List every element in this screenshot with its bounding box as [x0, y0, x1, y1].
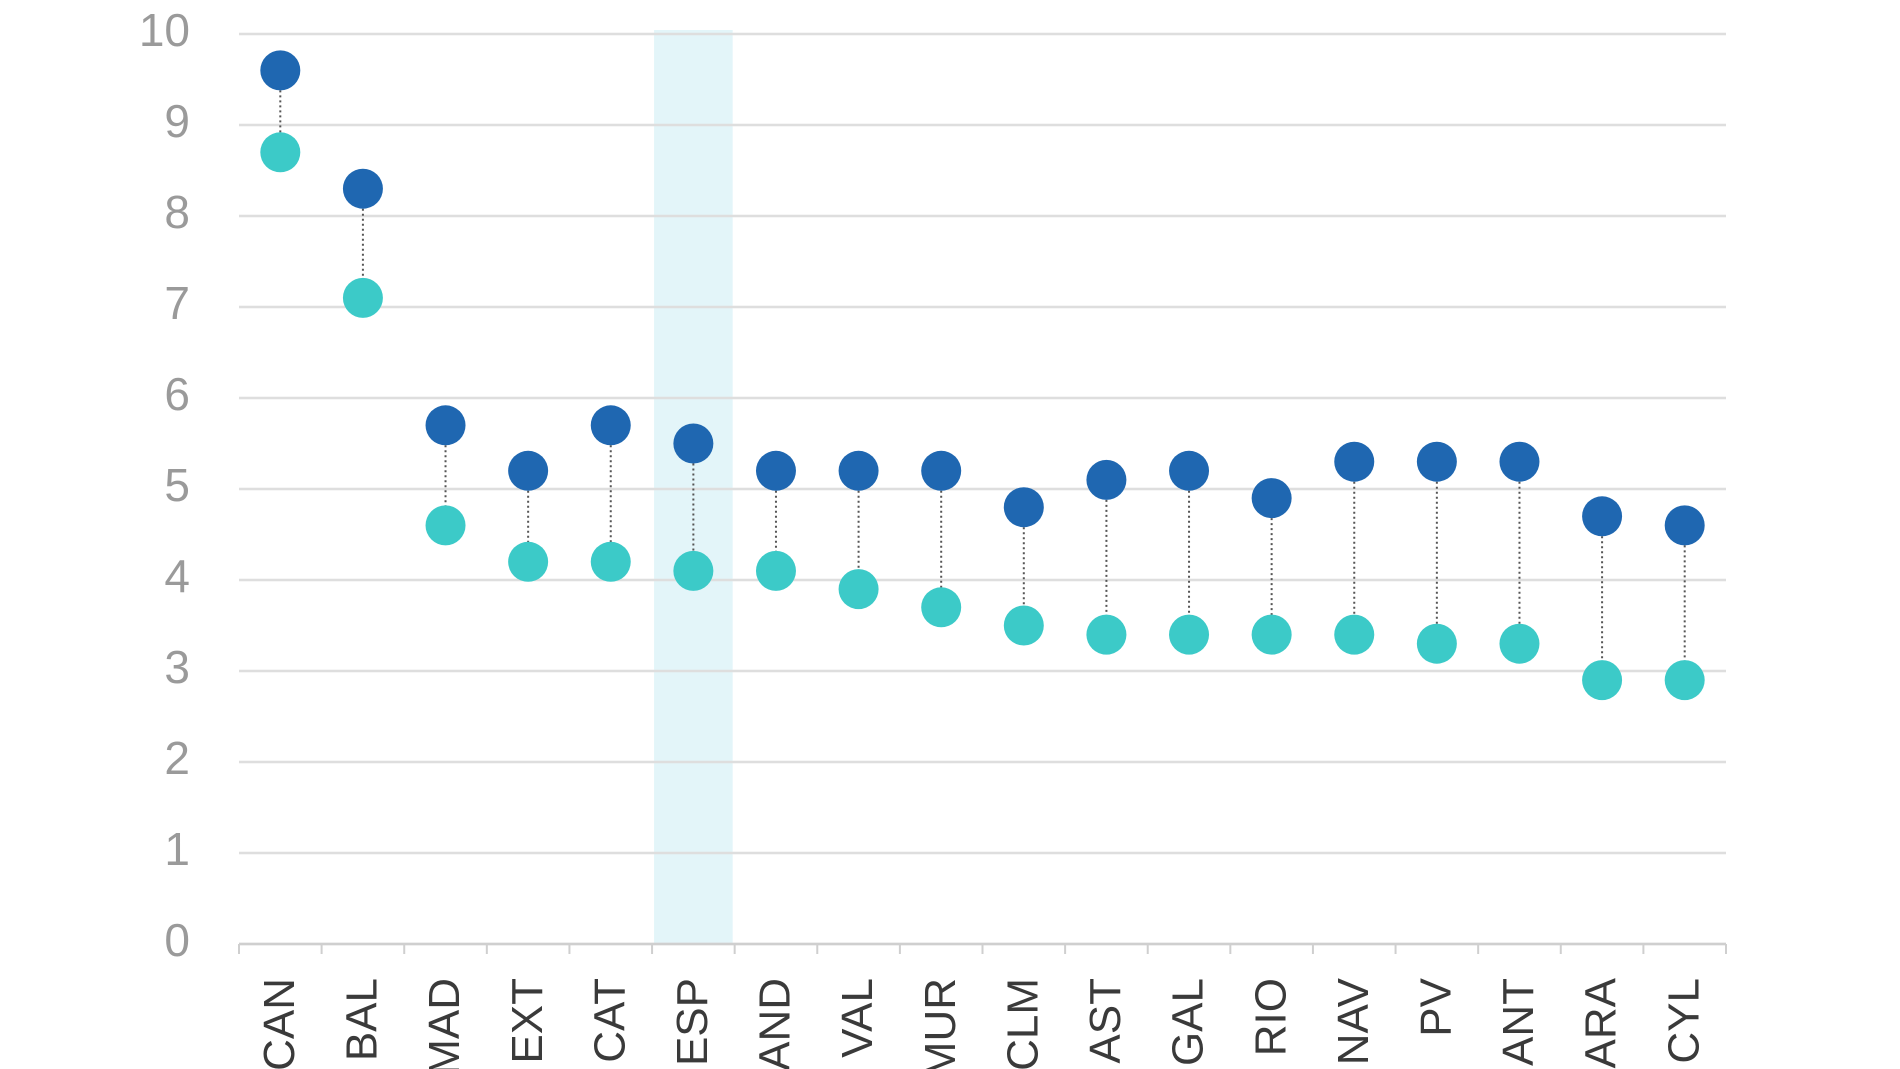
y-tick-label: 2	[164, 732, 190, 784]
dot	[1003, 487, 1044, 528]
y-tick-label: 6	[164, 368, 190, 420]
x-tick-label: ARA	[1577, 977, 1626, 1068]
x-tick-label: PV	[1411, 977, 1460, 1036]
y-tick-label: 0	[164, 914, 190, 966]
dot	[1003, 605, 1044, 646]
x-tick-label: CAN	[255, 978, 304, 1069]
x-tick-label: CLM	[998, 978, 1047, 1069]
x-tick-label: BAL	[338, 978, 387, 1061]
dot	[1169, 450, 1210, 491]
y-tick-label: 5	[164, 459, 190, 511]
dot	[921, 587, 962, 628]
dot	[590, 541, 631, 582]
dot	[1499, 441, 1540, 482]
y-tick-label: 10	[139, 4, 190, 56]
dot	[1334, 441, 1375, 482]
y-tick-label: 7	[164, 277, 190, 329]
dot	[342, 168, 383, 209]
dot	[1664, 505, 1705, 546]
y-tick-label: 4	[164, 550, 190, 602]
dot	[1499, 623, 1540, 664]
dot	[260, 50, 301, 91]
dot	[1086, 614, 1127, 655]
x-tick-label: AST	[1081, 978, 1130, 1064]
y-tick-label: 8	[164, 186, 190, 238]
dot	[673, 423, 714, 464]
dot	[673, 550, 714, 591]
x-tick-label: RIO	[1246, 978, 1295, 1056]
x-tick-label: CAT	[585, 978, 634, 1063]
x-tick-label: MAD	[420, 978, 469, 1069]
x-tick-label: NAV	[1329, 977, 1378, 1065]
dot	[921, 450, 962, 491]
y-tick-label: 9	[164, 95, 190, 147]
dot	[755, 550, 796, 591]
dot	[508, 541, 549, 582]
dot	[838, 569, 879, 610]
dot	[260, 132, 301, 173]
dot	[508, 450, 549, 491]
highlight-band	[654, 30, 733, 944]
y-tick-label: 1	[164, 823, 190, 875]
x-tick-label: MUR	[916, 978, 965, 1069]
dot	[1416, 623, 1457, 664]
dot	[425, 405, 466, 446]
dot	[590, 405, 631, 446]
x-tick-label: EXT	[503, 978, 552, 1064]
dot	[755, 450, 796, 491]
dot	[1664, 660, 1705, 701]
dot	[1582, 660, 1623, 701]
dot	[1334, 614, 1375, 655]
x-tick-label: GAL	[1164, 978, 1213, 1066]
x-tick-label: CYL	[1659, 978, 1708, 1064]
x-tick-label: VAL	[833, 978, 882, 1058]
dot	[1251, 478, 1292, 519]
dot	[1086, 459, 1127, 500]
y-tick-label: 3	[164, 641, 190, 693]
dot	[1582, 496, 1623, 537]
dot	[1169, 614, 1210, 655]
x-tick-label: ESP	[668, 978, 717, 1066]
dot	[425, 505, 466, 546]
dot	[342, 277, 383, 318]
x-tick-label: AND	[751, 978, 800, 1069]
x-tick-label: ANT	[1494, 978, 1543, 1066]
dot	[838, 450, 879, 491]
dot	[1416, 441, 1457, 482]
dot	[1251, 614, 1292, 655]
